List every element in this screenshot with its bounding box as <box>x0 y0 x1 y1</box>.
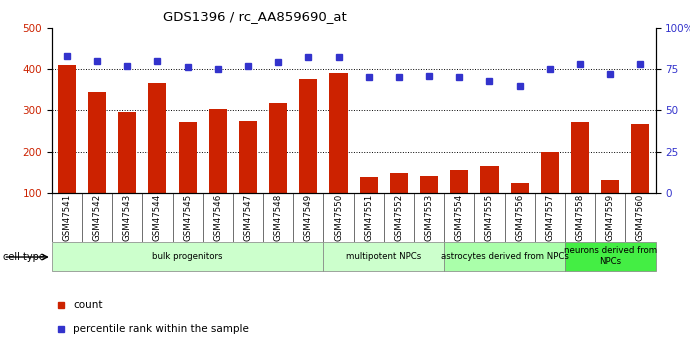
Text: GDS1396 / rc_AA859690_at: GDS1396 / rc_AA859690_at <box>164 10 347 23</box>
Bar <box>511 183 529 193</box>
Bar <box>444 241 565 271</box>
Bar <box>390 173 408 193</box>
Bar <box>565 241 656 271</box>
Text: GSM47547: GSM47547 <box>244 194 253 242</box>
Bar <box>148 83 166 193</box>
Text: GSM47546: GSM47546 <box>213 194 222 242</box>
Text: GSM47555: GSM47555 <box>485 194 494 242</box>
Bar <box>359 177 378 193</box>
Text: cell type: cell type <box>3 252 46 262</box>
Bar <box>420 176 438 193</box>
Bar <box>208 109 227 193</box>
Bar <box>450 170 469 193</box>
Bar <box>480 166 498 193</box>
Bar <box>118 112 136 193</box>
Bar <box>52 241 324 271</box>
Bar <box>631 124 649 193</box>
Text: multipotent NPCs: multipotent NPCs <box>346 252 422 261</box>
Text: GSM47541: GSM47541 <box>62 194 71 242</box>
Text: GSM47543: GSM47543 <box>123 194 132 242</box>
Bar <box>58 65 76 193</box>
Bar <box>88 92 106 193</box>
Text: GSM47557: GSM47557 <box>545 194 554 242</box>
Text: GSM47554: GSM47554 <box>455 194 464 242</box>
Text: GSM47545: GSM47545 <box>183 194 192 242</box>
Text: GSM47544: GSM47544 <box>153 194 162 242</box>
Text: GSM47551: GSM47551 <box>364 194 373 242</box>
Text: GSM47556: GSM47556 <box>515 194 524 242</box>
Bar <box>601 180 620 193</box>
Text: GSM47550: GSM47550 <box>334 194 343 242</box>
Text: GSM47558: GSM47558 <box>575 194 584 242</box>
Text: count: count <box>73 300 102 309</box>
Text: GSM47560: GSM47560 <box>636 194 645 242</box>
Text: GSM47549: GSM47549 <box>304 194 313 241</box>
Bar <box>571 122 589 193</box>
Bar <box>330 73 348 193</box>
Bar <box>239 121 257 193</box>
Text: GSM47548: GSM47548 <box>274 194 283 242</box>
Text: bulk progenitors: bulk progenitors <box>152 252 223 261</box>
Bar <box>541 152 559 193</box>
Bar <box>324 241 444 271</box>
Text: GSM47553: GSM47553 <box>424 194 433 242</box>
Text: neurons derived from
NPCs: neurons derived from NPCs <box>564 246 657 266</box>
Bar <box>269 103 287 193</box>
Text: GSM47542: GSM47542 <box>92 194 101 242</box>
Bar <box>299 79 317 193</box>
Text: percentile rank within the sample: percentile rank within the sample <box>73 325 249 334</box>
Bar <box>179 121 197 193</box>
Text: GSM47552: GSM47552 <box>395 194 404 242</box>
Text: GSM47559: GSM47559 <box>606 194 615 241</box>
Text: astrocytes derived from NPCs: astrocytes derived from NPCs <box>441 252 569 261</box>
